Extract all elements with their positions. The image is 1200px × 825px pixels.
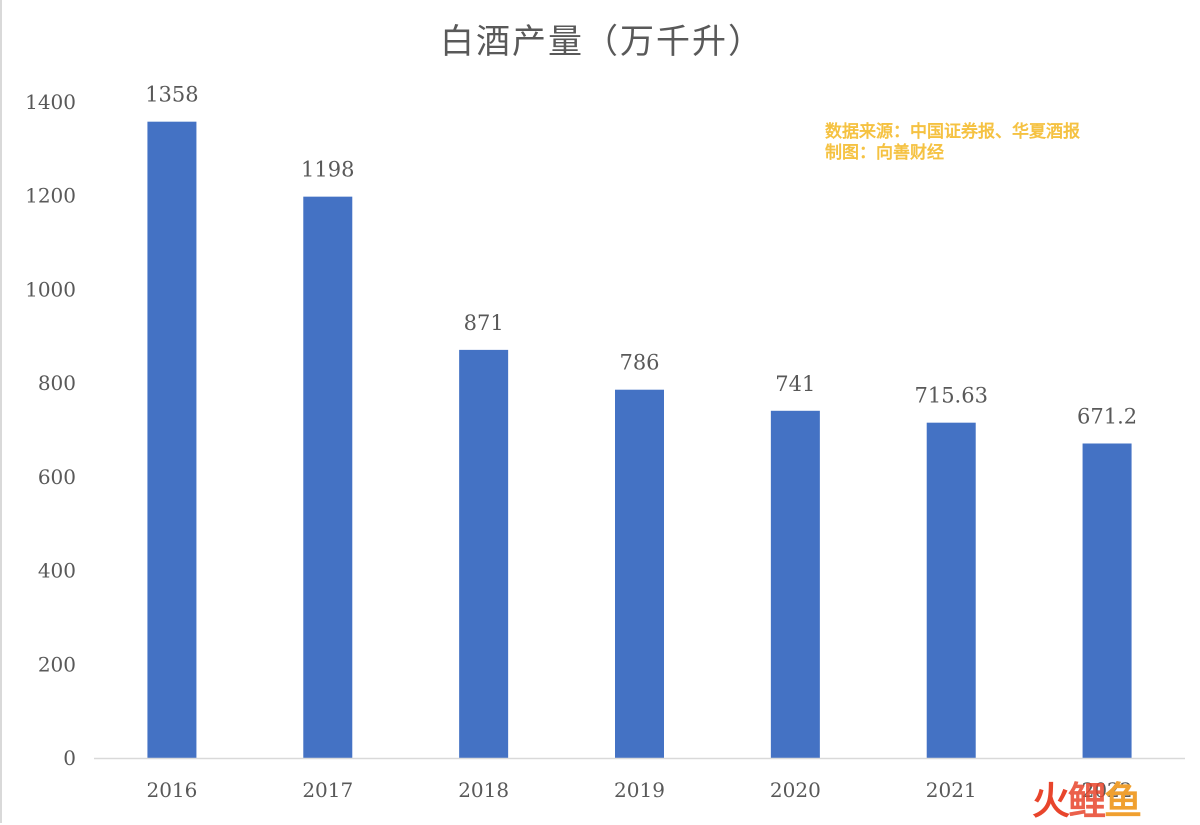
y-tick-label: 800 (38, 371, 76, 395)
x-tick-label: 2017 (302, 778, 353, 802)
x-tick-label: 2016 (146, 778, 197, 802)
data-label: 786 (619, 351, 659, 375)
x-tick-label: 2020 (770, 778, 821, 802)
author-line: 制图：向善财经 (825, 143, 944, 163)
data-label: 1198 (301, 158, 354, 182)
y-tick-label: 1000 (25, 277, 76, 301)
data-label: 871 (464, 311, 504, 335)
x-tick-label: 2021 (926, 778, 977, 802)
x-tick-label: 2018 (458, 778, 509, 802)
chart-title: 白酒产量（万千升） (440, 22, 764, 62)
data-label: 671.2 (1077, 404, 1137, 428)
x-tick-label: 2022 (1082, 778, 1133, 802)
y-tick-label: 1400 (25, 90, 76, 114)
bar (147, 121, 197, 759)
y-tick-label: 400 (38, 559, 76, 583)
y-tick-label: 600 (38, 465, 76, 489)
watermark-char: 火 (1032, 779, 1070, 823)
bar (459, 349, 509, 758)
source-annotation: 数据来源：中国证券报、华夏酒报 制图：向善财经 (825, 122, 1080, 164)
data-label: 715.63 (914, 384, 987, 408)
bar (770, 410, 820, 758)
data-label: 1358 (145, 83, 198, 107)
watermark-char: 鱼 (1104, 779, 1142, 823)
bar (926, 422, 976, 758)
watermark-logo: 火鲤鱼 (1032, 770, 1142, 825)
y-tick-label: 0 (63, 746, 76, 770)
bar (1082, 443, 1132, 758)
watermark-char: 鲤 (1068, 779, 1106, 823)
bar (303, 196, 353, 758)
data-label: 741 (775, 372, 815, 396)
y-tick-label: 1200 (25, 184, 76, 208)
bar (615, 389, 664, 758)
x-tick-label: 2019 (614, 778, 665, 802)
y-tick-label: 200 (38, 652, 76, 676)
source-line: 数据来源：中国证券报、华夏酒报 (825, 122, 1080, 142)
